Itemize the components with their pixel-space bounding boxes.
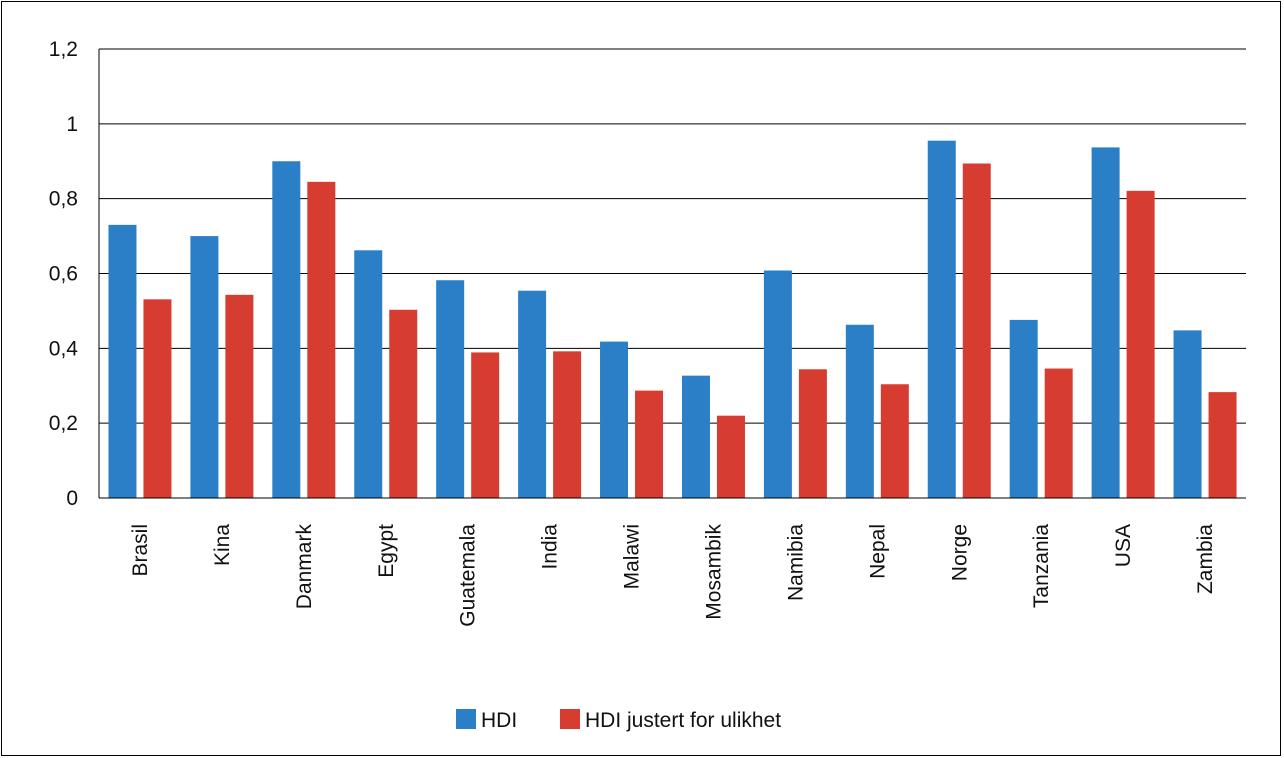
bar: [962, 163, 991, 498]
bars: [108, 140, 1237, 499]
y-tick-label: 0: [66, 487, 78, 510]
bar: [681, 375, 710, 498]
bar: [635, 390, 664, 498]
legend-swatch: [560, 709, 580, 729]
bar: [389, 309, 418, 498]
gridlines: [99, 48, 1246, 424]
legend-swatch: [456, 709, 476, 729]
y-tick-label: 0,6: [49, 263, 78, 286]
bar: [1208, 392, 1237, 498]
legend-label: HDI: [481, 709, 517, 732]
x-category-label: USA: [1112, 524, 1135, 567]
bar: [190, 236, 219, 499]
x-category-label: Namibia: [784, 524, 807, 601]
bar: [1009, 319, 1038, 498]
y-tick-label: 0,4: [49, 337, 79, 360]
legend-label: HDI justert for ulikhet: [585, 709, 781, 732]
x-category-label: Danmark: [293, 524, 316, 610]
x-category-label: Mosambik: [702, 524, 725, 620]
bar: [272, 161, 301, 498]
bar: [927, 140, 956, 498]
x-category-label: Norge: [948, 524, 971, 581]
x-category-label: Brasil: [129, 524, 152, 577]
x-category-label: Zambia: [1194, 524, 1217, 594]
bar: [518, 290, 547, 498]
x-category-label: Kina: [211, 524, 234, 566]
bar: [798, 369, 827, 498]
bar: [225, 294, 254, 498]
bar: [471, 352, 500, 498]
x-category-label: Malawi: [621, 524, 644, 589]
bar: [1044, 368, 1073, 498]
x-category-label: Tanzania: [1030, 524, 1053, 608]
y-tick-label: 1: [66, 113, 78, 136]
bar: [143, 299, 172, 498]
bar: [436, 280, 465, 498]
bar: [716, 415, 745, 498]
bar: [1173, 330, 1202, 498]
bar: [108, 224, 137, 498]
x-category-label: Nepal: [866, 524, 889, 579]
y-tick-label: 0,2: [49, 412, 78, 435]
bar: [354, 250, 383, 498]
bar: [763, 270, 792, 498]
bar: [600, 341, 629, 498]
x-axis-category-labels: Brasil Kina Danmark Egypt Guatemala India Mala…: [129, 524, 1217, 627]
bar: [1091, 147, 1120, 499]
bar: [553, 351, 582, 498]
x-category-label: Guatemala: [457, 524, 480, 627]
bar: [307, 181, 336, 498]
x-category-label: Egypt: [375, 524, 398, 578]
bar: [880, 384, 909, 498]
bar: [845, 324, 874, 498]
bar: [1126, 190, 1155, 498]
y-tick-label: 0,8: [49, 188, 78, 211]
x-category-label: India: [539, 524, 562, 570]
y-tick-label: 1,2: [49, 38, 78, 61]
y-axis-tick-labels: 0 0,2 0,4 0,6 0,8 1 1,2: [49, 38, 79, 510]
legend: HDI HDI justert for ulikhet: [456, 709, 781, 732]
axes: [98, 49, 1246, 499]
